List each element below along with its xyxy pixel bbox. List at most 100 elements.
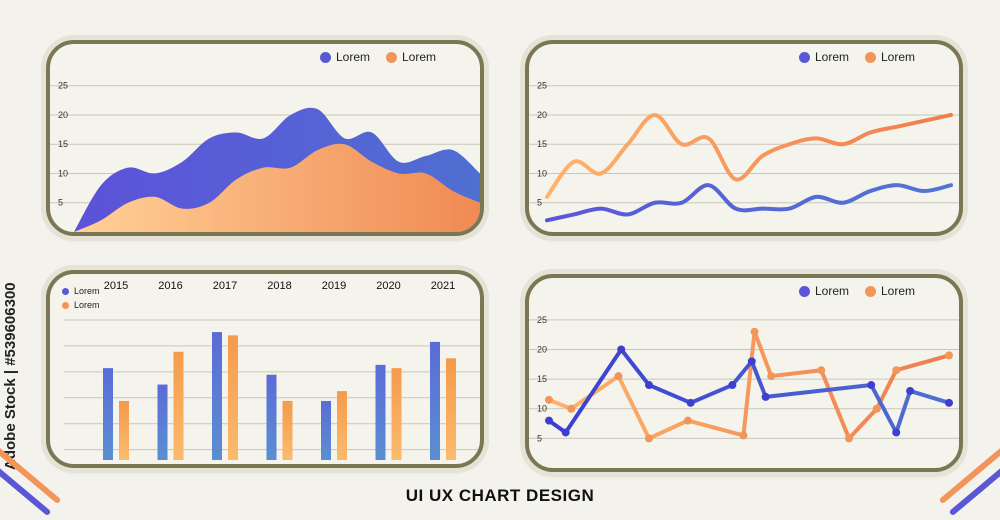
category-label: 2020	[376, 280, 400, 292]
bar-orange	[173, 351, 184, 460]
y-tick-label: 5	[537, 198, 542, 208]
data-point	[892, 428, 901, 437]
data-point	[728, 381, 737, 390]
legend-label: Lorem	[335, 50, 370, 64]
line-series-blue	[545, 183, 953, 223]
y-tick-label: 25	[58, 81, 68, 91]
data-point	[561, 428, 570, 437]
line-series-orange	[545, 112, 953, 199]
data-point	[906, 386, 915, 395]
legend-item-orange: Lorem	[864, 50, 915, 64]
legend-swatch-blue	[798, 51, 810, 63]
area-chart-panel: Lorem Lorem 5 10 15 20 25	[46, 40, 484, 236]
y-tick-label: 20	[58, 110, 68, 120]
y-tick-label: 15	[58, 139, 68, 149]
area-series-orange	[74, 143, 480, 232]
data-point	[750, 327, 759, 336]
y-tick-label: 15	[537, 374, 547, 384]
category-label: 2021	[431, 280, 455, 292]
data-point	[614, 372, 623, 381]
y-tick-label: 25	[537, 81, 547, 91]
category-label: 2019	[322, 280, 346, 292]
y-tick-label: 10	[537, 404, 547, 414]
legend-item-orange: Lorem	[864, 284, 915, 298]
point-line-chart-panel: Lorem Lorem 5 10 15 20 25	[525, 274, 963, 472]
bar-blue	[266, 374, 277, 460]
bar-chart-panel: Lorem Lorem 2015 2016 2017 2018 2019 2020 2021	[46, 270, 484, 468]
data-point	[567, 404, 576, 413]
legend-swatch-blue	[798, 285, 810, 297]
legend-swatch-orange	[864, 51, 876, 63]
legend-item-blue: Lorem	[62, 286, 100, 296]
data-point	[739, 431, 748, 440]
point-line-chart-legend: Lorem Lorem	[798, 284, 915, 298]
bar-blue	[103, 368, 113, 460]
legend-swatch-blue	[62, 287, 69, 295]
bar-chart-legend: Lorem Lorem	[62, 286, 100, 310]
legend-label: Lorem	[74, 300, 100, 310]
legend-item-blue: Lorem	[798, 284, 849, 298]
line-chart-legend: Lorem Lorem	[798, 50, 915, 64]
legend-label: Lorem	[814, 50, 849, 64]
legend-label: Lorem	[880, 284, 915, 298]
y-tick-label: 15	[537, 139, 547, 149]
watermark-text: Adobe Stock | #539606300	[2, 282, 19, 470]
data-point	[945, 398, 953, 407]
data-point	[645, 434, 653, 443]
bar-blue	[375, 364, 386, 460]
legend-label: Lorem	[880, 50, 915, 64]
area-chart-svg: 5 10 15 20 25	[50, 81, 480, 232]
bar-orange	[119, 400, 129, 460]
data-point	[817, 366, 826, 375]
bar-blue	[157, 384, 168, 460]
category-label: 2017	[213, 280, 237, 292]
data-point	[683, 416, 692, 425]
line-chart-svg: 5 10 15 20 25	[529, 81, 959, 223]
legend-swatch-blue	[319, 51, 331, 63]
data-point	[545, 416, 553, 425]
y-tick-label: 10	[58, 168, 68, 178]
y-tick-label: 20	[537, 110, 547, 120]
bar-blue	[430, 341, 440, 460]
data-point	[892, 366, 901, 375]
y-tick-label: 25	[537, 315, 547, 325]
legend-label: Lorem	[401, 50, 436, 64]
data-point	[761, 392, 770, 401]
data-point	[617, 345, 626, 354]
legend-item-blue: Lorem	[319, 50, 370, 64]
bar-orange	[391, 368, 402, 460]
point-line-chart-svg: 5 10 15 20 25	[529, 315, 959, 443]
data-point	[747, 357, 756, 366]
line-chart-panel: Lorem Lorem 5 10 15 20 25	[525, 40, 963, 236]
bar-blue	[321, 400, 331, 460]
category-label: 2016	[158, 280, 182, 292]
data-point	[872, 404, 881, 413]
y-tick-label: 20	[537, 344, 547, 354]
data-point	[545, 395, 553, 404]
y-tick-label: 10	[537, 168, 547, 178]
data-point	[767, 372, 776, 381]
data-point	[686, 398, 695, 407]
data-point	[645, 381, 653, 390]
data-point	[945, 351, 953, 360]
legend-label: Lorem	[74, 286, 100, 296]
bar-orange	[446, 358, 456, 460]
bar-chart-svg: 2015 2016 2017 2018 2019 2020 2021	[64, 280, 480, 460]
legend-item-orange: Lorem	[385, 50, 436, 64]
bar-orange	[282, 400, 293, 460]
category-label: 2018	[267, 280, 291, 292]
bar-orange	[337, 391, 347, 460]
line-series-blue	[547, 347, 950, 435]
area-chart-legend: Lorem Lorem	[319, 50, 436, 64]
legend-swatch-orange	[385, 51, 397, 63]
data-point	[867, 381, 876, 390]
y-tick-label: 5	[58, 198, 63, 208]
data-point	[845, 434, 853, 443]
bar-blue	[212, 332, 222, 460]
bar-orange	[228, 335, 238, 460]
y-tick-label: 5	[537, 433, 542, 443]
category-label: 2015	[104, 280, 128, 292]
legend-label: Lorem	[814, 284, 849, 298]
legend-swatch-orange	[62, 301, 69, 309]
legend-item-blue: Lorem	[798, 50, 849, 64]
